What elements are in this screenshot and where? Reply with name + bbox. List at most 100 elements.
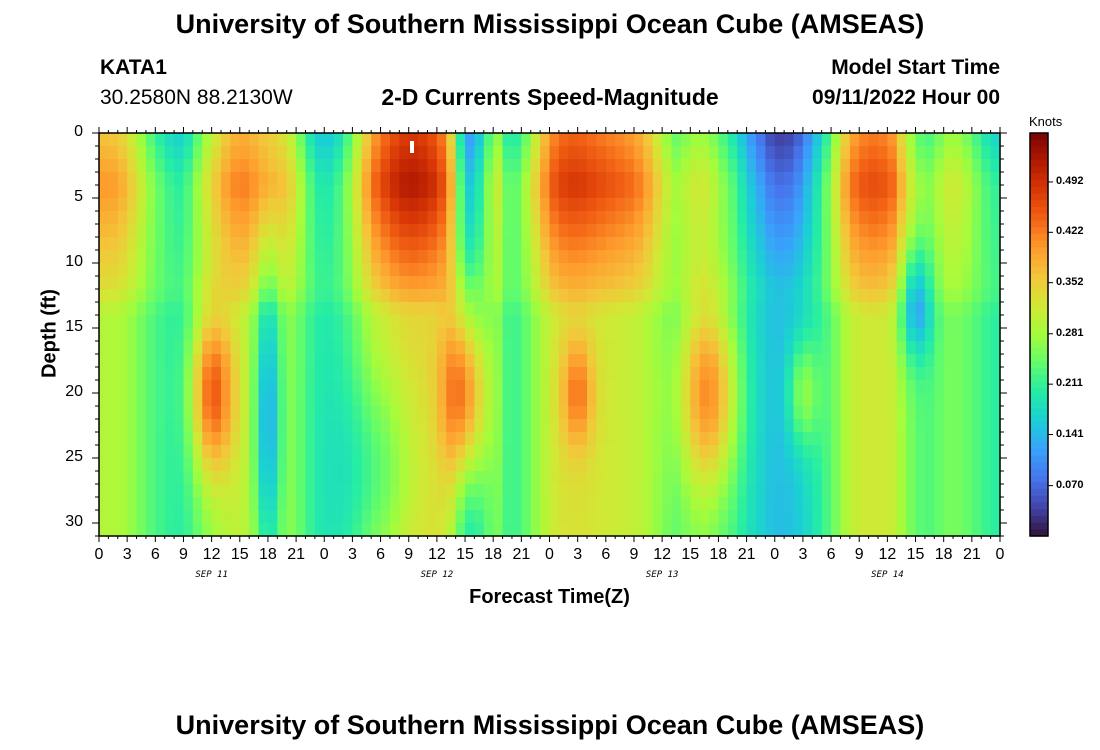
colorbar-frame xyxy=(1029,132,1049,537)
heatmap-cell xyxy=(455,237,466,251)
heatmap-cell xyxy=(859,250,870,264)
heatmap-cell xyxy=(136,315,147,329)
heatmap-cell xyxy=(474,419,485,433)
heatmap-cell xyxy=(924,341,935,355)
heatmap-cell xyxy=(765,432,776,446)
heatmap-cell xyxy=(671,484,682,498)
heatmap-cell xyxy=(127,367,138,381)
heatmap-cell xyxy=(812,276,823,290)
heatmap-cell xyxy=(821,198,832,212)
heatmap-cell xyxy=(361,250,372,264)
heatmap-cell xyxy=(605,341,616,355)
heatmap-cell xyxy=(605,367,616,381)
heatmap-cell xyxy=(136,367,147,381)
heatmap-cell xyxy=(709,315,720,329)
heatmap-cell xyxy=(540,341,551,355)
heatmap-cell xyxy=(596,484,607,498)
heatmap-cell xyxy=(755,328,766,342)
heatmap-cell xyxy=(840,328,851,342)
heatmap-cell xyxy=(990,159,1001,173)
colorbar-swatch xyxy=(1030,153,1048,161)
heatmap-cell xyxy=(859,445,870,459)
heatmap-cell xyxy=(502,263,513,277)
heatmap-cell xyxy=(662,367,673,381)
heatmap-cell xyxy=(784,419,795,433)
heatmap-cell xyxy=(521,185,532,199)
heatmap-cell xyxy=(624,237,635,251)
heatmap-cell xyxy=(971,432,982,446)
heatmap-cell xyxy=(671,367,682,381)
heatmap-cell xyxy=(971,406,982,420)
heatmap-cell xyxy=(812,341,823,355)
heatmap-cell xyxy=(699,510,710,524)
heatmap-cell xyxy=(652,146,663,160)
heatmap-cell xyxy=(633,146,644,160)
heatmap-cell xyxy=(587,237,598,251)
heatmap-cell xyxy=(127,354,138,368)
heatmap-cell xyxy=(343,146,354,160)
heatmap-cell xyxy=(296,159,307,173)
heatmap-cell xyxy=(812,146,823,160)
heatmap-cell xyxy=(953,445,964,459)
heatmap-cell xyxy=(877,172,888,186)
heatmap-cell xyxy=(859,198,870,212)
colorbar-tick-label: 0.492 xyxy=(1056,174,1084,187)
heatmap-cell xyxy=(662,250,673,264)
heatmap-cell xyxy=(183,276,194,290)
heatmap-cell xyxy=(633,341,644,355)
heatmap-cell xyxy=(924,159,935,173)
heatmap-cell xyxy=(136,302,147,316)
heatmap-cell xyxy=(230,458,241,472)
heatmap-cell xyxy=(164,302,175,316)
heatmap-cell xyxy=(831,159,842,173)
heatmap-cell xyxy=(615,471,626,485)
heatmap-cell xyxy=(774,211,785,225)
colorbar-swatch xyxy=(1030,368,1048,376)
heatmap-cell xyxy=(718,510,729,524)
heatmap-cell xyxy=(436,523,447,537)
heatmap-cell xyxy=(465,419,476,433)
heatmap-cell xyxy=(230,523,241,537)
heatmap-cell xyxy=(258,419,269,433)
heatmap-cell xyxy=(455,445,466,459)
heatmap-cell xyxy=(877,263,888,277)
heatmap-cell xyxy=(127,458,138,472)
heatmap-cell xyxy=(117,471,128,485)
heatmap-cell xyxy=(314,224,325,238)
heatmap-cell xyxy=(493,471,504,485)
heatmap-cell xyxy=(427,471,438,485)
heatmap-cell xyxy=(267,133,278,147)
x-tick-label: 9 xyxy=(629,546,639,563)
heatmap-cell xyxy=(239,393,250,407)
heatmap-cell xyxy=(427,276,438,290)
heatmap-cell xyxy=(774,354,785,368)
heatmap-cell xyxy=(849,484,860,498)
heatmap-cell xyxy=(906,224,917,238)
heatmap-cell xyxy=(239,471,250,485)
heatmap-cell xyxy=(380,159,391,173)
heatmap-cell xyxy=(718,289,729,303)
heatmap-cell xyxy=(934,354,945,368)
heatmap-cell xyxy=(164,315,175,329)
heatmap-cell xyxy=(877,315,888,329)
heatmap-cell xyxy=(802,471,813,485)
heatmap-cell xyxy=(277,276,288,290)
heatmap-cell xyxy=(174,263,185,277)
heatmap-cell xyxy=(221,315,231,329)
heatmap-cell xyxy=(831,263,842,277)
heatmap-cell xyxy=(812,406,823,420)
heatmap-cell xyxy=(277,497,288,511)
heatmap-cell xyxy=(662,523,673,537)
heatmap-cell xyxy=(127,484,138,498)
heatmap-cell xyxy=(136,419,147,433)
heatmap-cell xyxy=(296,237,307,251)
heatmap-cell xyxy=(680,172,691,186)
heatmap-cell xyxy=(662,354,673,368)
heatmap-cell xyxy=(755,393,766,407)
heatmap-cell xyxy=(136,328,147,342)
heatmap-cell xyxy=(164,224,175,238)
heatmap-cell xyxy=(849,406,860,420)
heatmap-cell xyxy=(953,484,964,498)
heatmap-cell xyxy=(774,289,785,303)
colorbar-swatch xyxy=(1030,280,1048,289)
